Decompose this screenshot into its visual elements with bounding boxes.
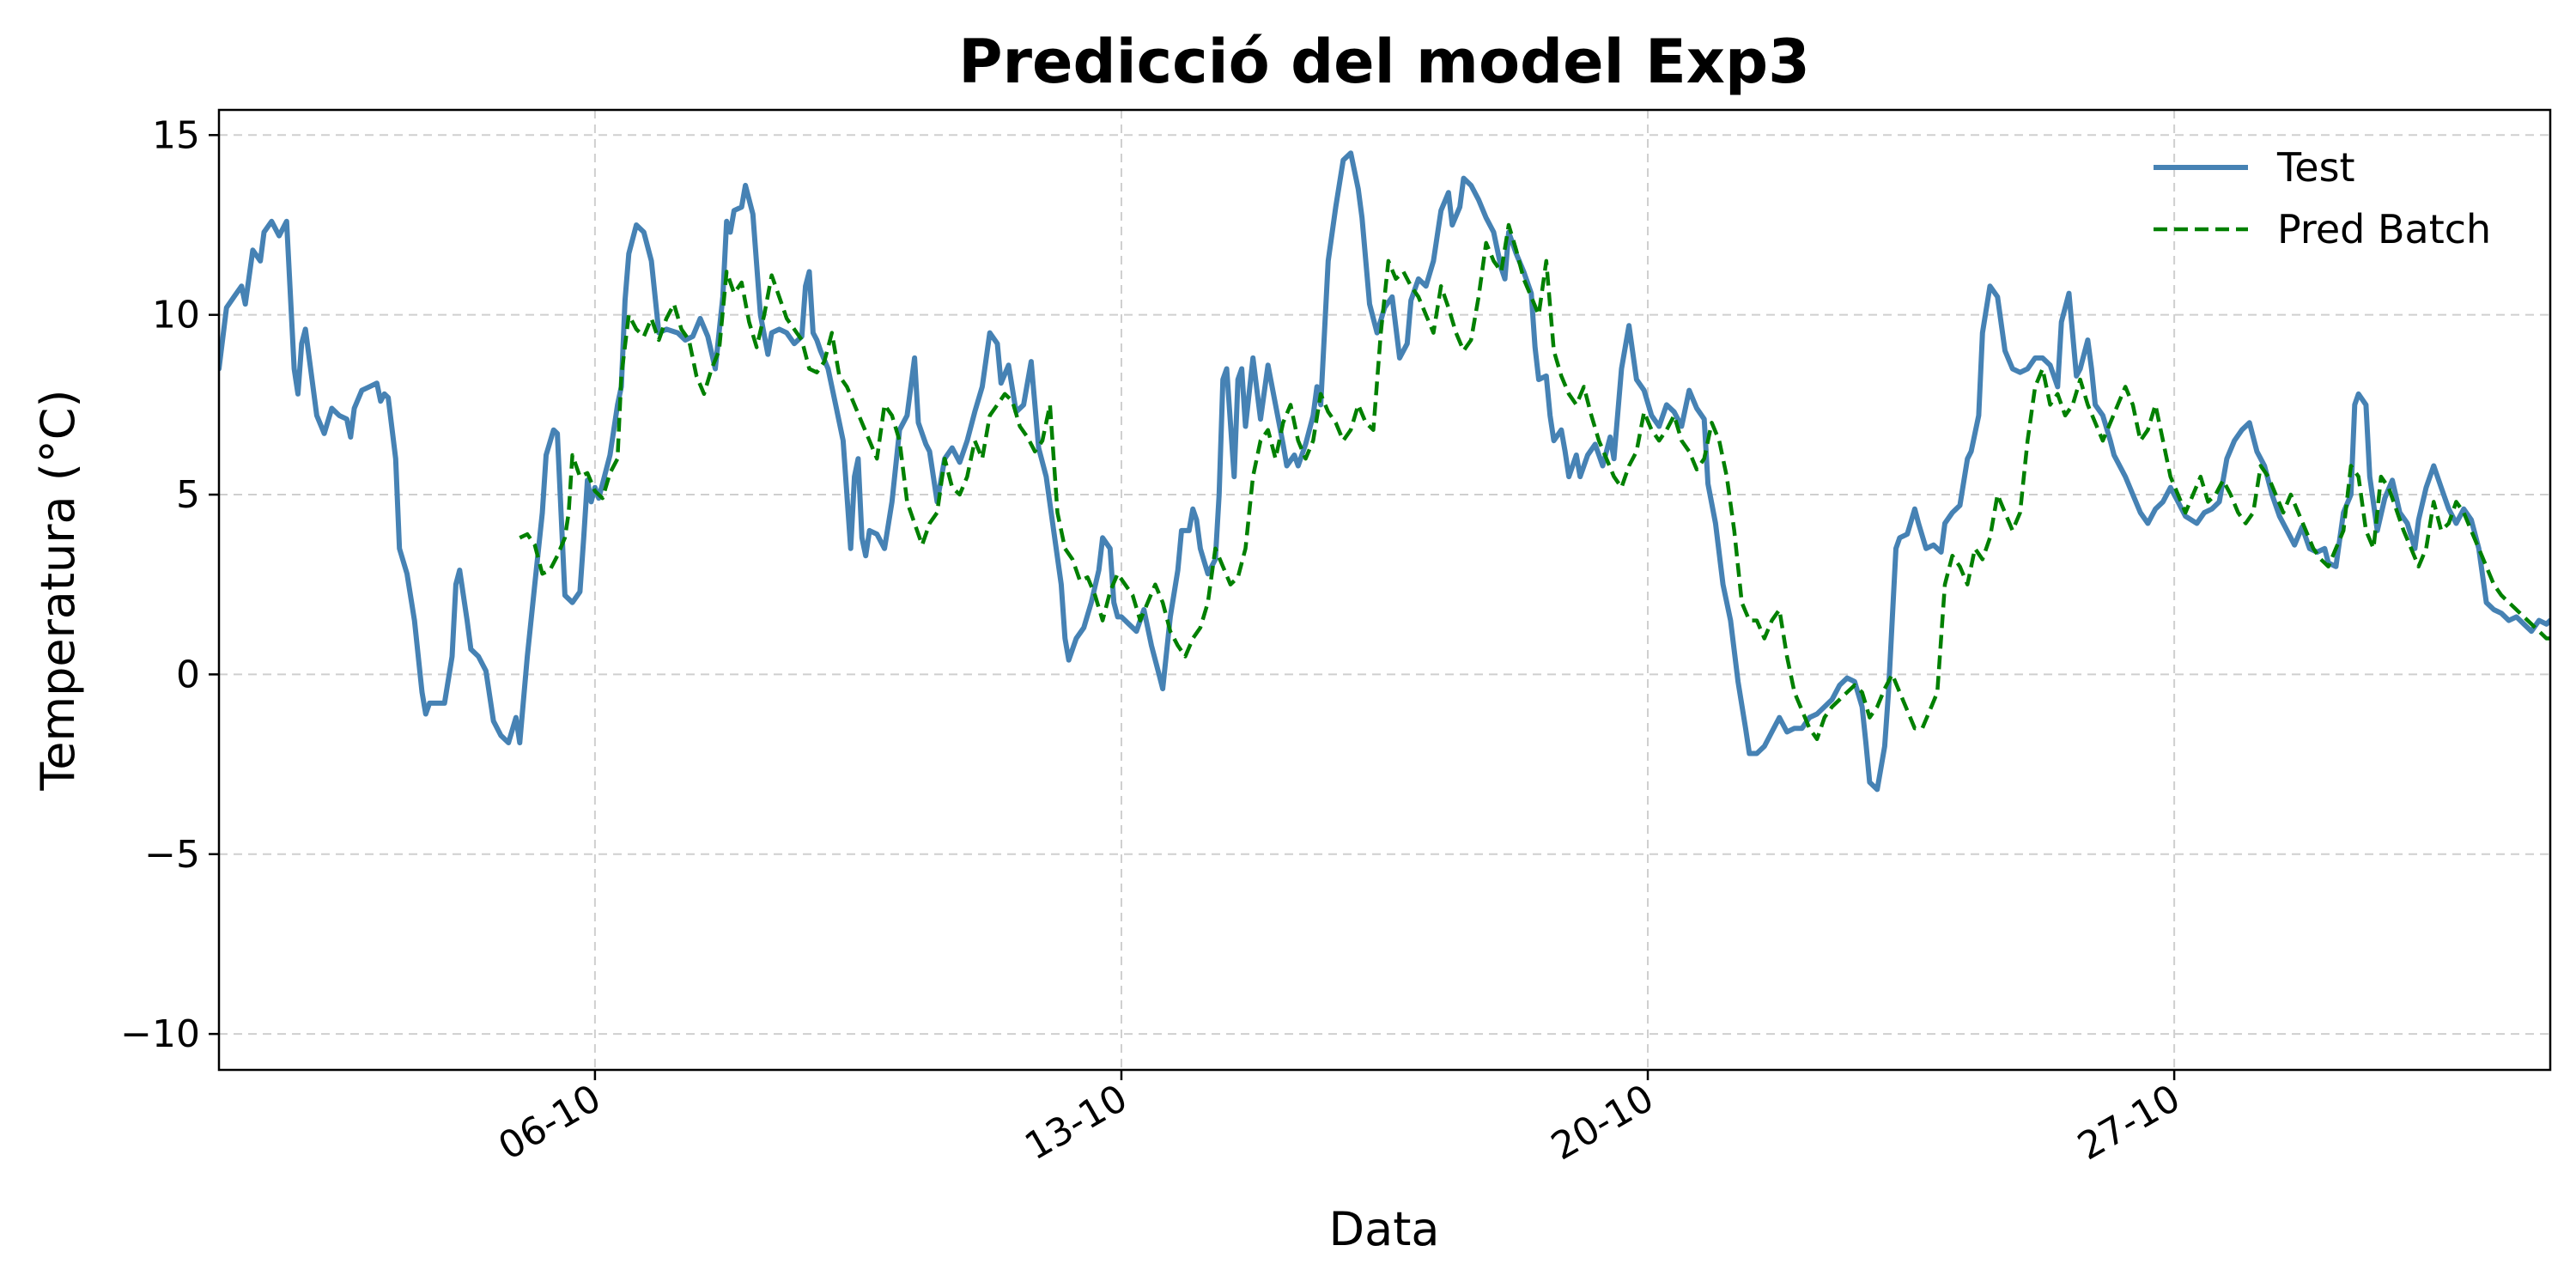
grid <box>219 110 2550 1070</box>
x-axis-label: Data <box>1329 1202 1440 1256</box>
series-layer <box>219 150 2550 793</box>
y-axis-label: Temperatura (°C) <box>31 389 85 791</box>
plot-frame <box>217 108 2552 1072</box>
legend-label-test: Test <box>2276 144 2355 191</box>
y-tick-label: 0 <box>176 653 200 696</box>
legend: Test Pred Batch <box>2154 144 2491 252</box>
series-line-test <box>219 150 2550 793</box>
y-tick-label: 10 <box>152 294 200 337</box>
y-tick-label: 15 <box>152 113 200 157</box>
legend-label-pred-batch: Pred Batch <box>2277 206 2491 252</box>
chart-title: Predicció del model Exp3 <box>958 27 1810 97</box>
y-tick-label: −5 <box>144 833 200 877</box>
y-tick-label: −10 <box>120 1012 200 1056</box>
y-tick-label: 5 <box>176 473 200 517</box>
